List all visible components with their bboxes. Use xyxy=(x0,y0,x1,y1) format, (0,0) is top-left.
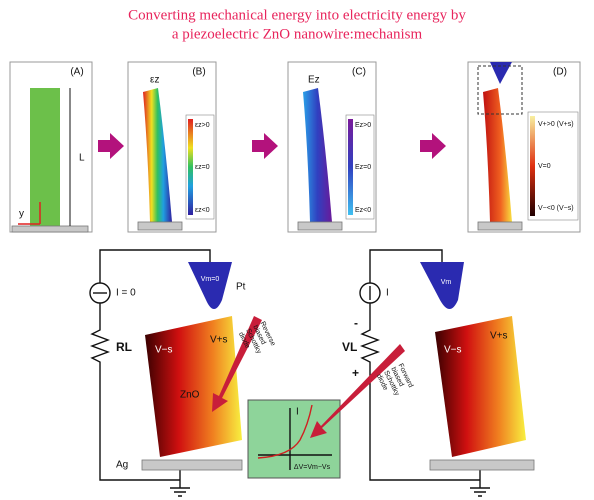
label: V−s xyxy=(155,345,173,356)
nanowire xyxy=(30,88,60,226)
flow-arrow xyxy=(252,133,278,159)
legend-label: Ez=0 xyxy=(355,164,371,171)
legend-label: V=0 xyxy=(538,163,551,170)
label: I xyxy=(386,288,389,299)
panel-a: (A) L y xyxy=(10,62,92,232)
label: I = 0 xyxy=(116,288,136,299)
substrate xyxy=(298,222,342,230)
panel-d: (D) V+>0 (V+s) V=0 V−<0 (V−s) xyxy=(468,62,580,232)
legend-label: εz>0 xyxy=(195,122,210,129)
label: + xyxy=(352,366,359,380)
flow-arrow xyxy=(420,133,446,159)
label: V−s xyxy=(444,345,462,356)
label: Vm=0 xyxy=(201,276,220,283)
color-bar xyxy=(188,119,193,215)
legend-label: V−<0 (V−s) xyxy=(538,205,574,212)
label: I xyxy=(296,407,299,418)
panel-label: (A) xyxy=(70,67,83,78)
label: y xyxy=(19,209,24,220)
label: ZnO xyxy=(180,390,200,401)
label: RL xyxy=(116,340,132,354)
ag-electrode xyxy=(430,460,534,470)
color-bar xyxy=(530,116,535,216)
legend-label: εz=0 xyxy=(195,164,210,171)
panel-b: (B) εz εz>0 εz=0 εz<0 xyxy=(128,62,216,232)
label: - xyxy=(354,316,358,330)
substrate xyxy=(138,222,182,230)
legend-box xyxy=(528,112,578,220)
panel-label: (C) xyxy=(352,67,366,78)
title-line: a piezoelectric ZnO nanowire:mechanism xyxy=(172,26,423,42)
pt-tip xyxy=(188,262,232,309)
title-line: Converting mechanical energy into electr… xyxy=(128,7,466,23)
ground xyxy=(470,488,490,496)
color-bar xyxy=(348,119,353,215)
legend-label: εz<0 xyxy=(195,207,210,214)
label: L xyxy=(79,153,85,164)
panel-label: (D) xyxy=(553,67,567,78)
field-label: Ez xyxy=(308,75,320,86)
ground xyxy=(170,488,190,496)
label: Vm xyxy=(441,279,452,286)
flow-arrow xyxy=(98,133,124,159)
label: V+s xyxy=(490,331,508,342)
label: VL xyxy=(342,340,357,354)
right-circuit: I Vm VL - + V−s V+s Forward biased Schot… xyxy=(310,250,534,496)
label: V+s xyxy=(210,335,228,346)
legend-label: Ez<0 xyxy=(355,207,371,214)
legend-label: V+>0 (V+s) xyxy=(538,121,574,128)
pointer-arrow xyxy=(310,344,405,438)
panel-label: (B) xyxy=(192,67,205,78)
diagram: Converting mechanical energy into electr… xyxy=(0,0,594,500)
label: Ag xyxy=(116,460,128,471)
panel-c: (C) Ez Ez>0 Ez=0 Ez<0 xyxy=(288,62,376,232)
legend-label: Ez>0 xyxy=(355,122,371,129)
field-label: εz xyxy=(150,75,159,86)
ag-electrode xyxy=(142,460,242,470)
zno-wire xyxy=(435,316,526,457)
iv-plot: I ΔV=Vm−Vs xyxy=(248,400,340,478)
label: Pt xyxy=(236,282,246,293)
substrate xyxy=(478,222,522,230)
label: ΔV=Vm−Vs xyxy=(294,464,331,471)
substrate xyxy=(12,226,88,232)
